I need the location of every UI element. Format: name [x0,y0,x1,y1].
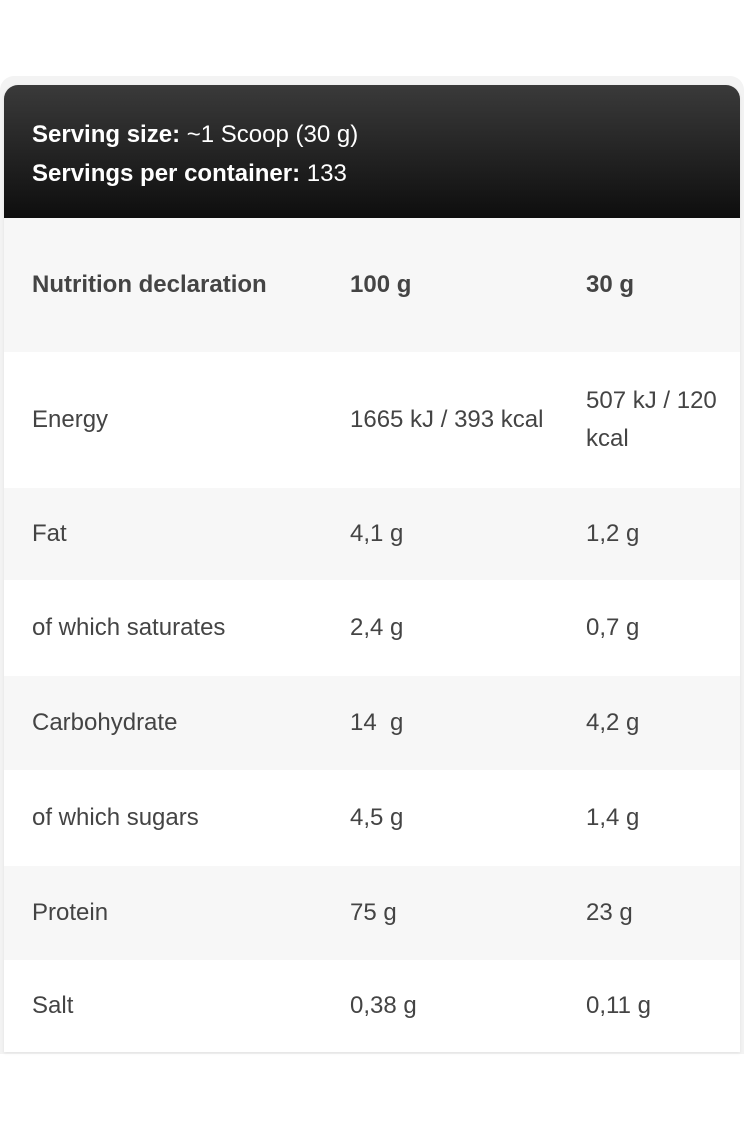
cell: 14 g [350,709,404,736]
nutrition-table: Nutrition declaration 100 g 30 g Energy 1665… [4,218,740,1052]
cell: 4,5 g [350,804,404,831]
serving-size: Serving size: ~1 Scoop (30 g) [32,115,740,154]
cell: 4,2 g [586,709,640,736]
serving-header: Serving size: ~1 Scoop (30 g) Servings p… [4,85,740,218]
cell: Protein [32,899,109,926]
column-header: 100 g [350,271,412,298]
cell: of which saturates [32,614,226,641]
cell: Carbohydrate [32,709,178,736]
cell: 1,4 g [586,804,640,831]
cell: 0,11 g [586,992,651,1019]
value: ~1 Scoop (30 g) [186,121,359,148]
nutrient-row: Fat 4,1 g 1,2 g [4,488,740,580]
value: 133 [306,160,347,187]
cell: Fat [32,520,67,547]
cell: 23 g [586,899,633,926]
cell: 1,2 g [586,520,640,547]
nutrient-row: of which saturates 2,4 g 0,7 g [4,580,740,676]
cell: 2,4 g [350,614,404,641]
cell: 4,1 g [350,520,404,547]
servings: Servings per container: 133 [32,154,740,193]
cell: 507 kJ / 120 kcal [586,387,724,452]
label: Serving size: [32,121,181,148]
header-row: Nutrition declaration 100 g 30 g [4,218,740,352]
cell: of which sugars [32,804,199,831]
column-header: Nutrition declaration [32,271,267,298]
cell: 75 g [350,899,397,926]
cell: Salt [32,992,74,1019]
nutrient-row: Salt 0,38 g 0,11 g [4,960,740,1052]
nutrient-row: Protein 75 g 23 g [4,866,740,960]
label: Servings per container: [32,160,301,187]
cell: 0,7 g [586,614,640,641]
panel: Serving size: ~1 Scoop (30 g) Servings p… [0,76,744,1054]
nutrition-card: Serving size: ~1 Scoop (30 g) Servings p… [4,85,740,1052]
nutrient-row: Carbohydrate 14 g 4,2 g [4,676,740,770]
nutrient-row: Energy 1665 kJ / 393 kcal 507 kJ / 120 kca… [4,352,740,488]
cell: 0,38 g [350,992,417,1019]
nutrient-row: of which sugars 4,5 g 1,4 g [4,770,740,866]
column-header: 30 g [586,271,635,298]
cell: Energy [32,406,109,433]
cell: 1665 kJ / 393 kcal [350,406,544,433]
